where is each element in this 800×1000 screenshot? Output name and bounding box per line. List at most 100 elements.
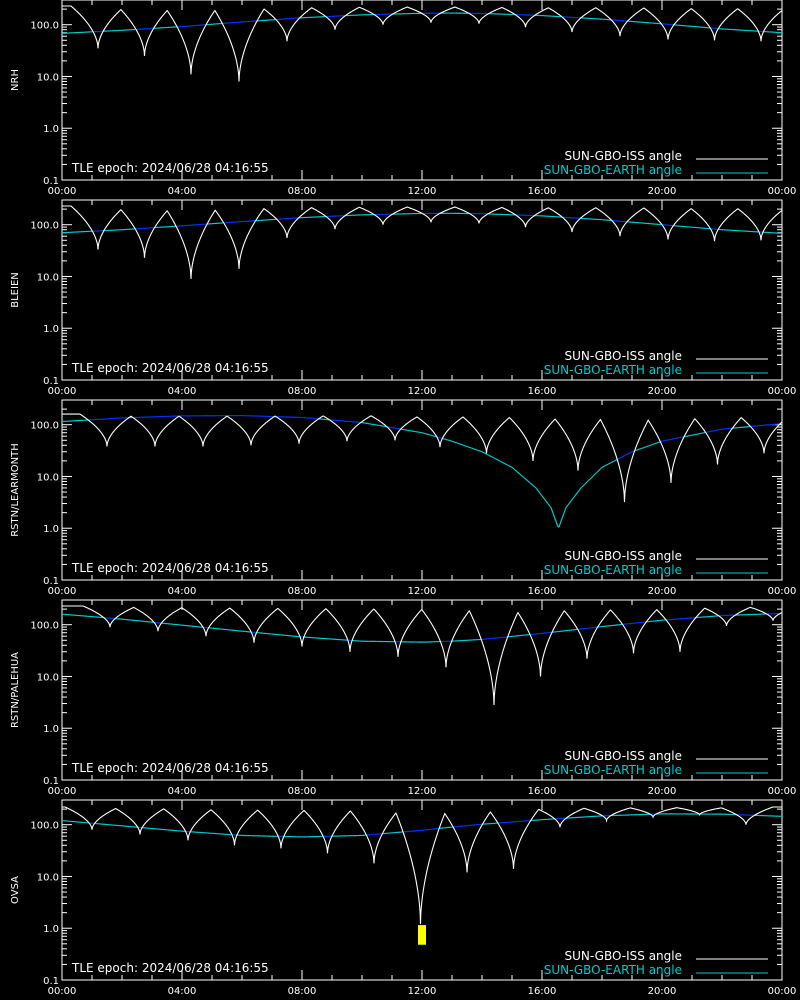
earth-angle-segment: [495, 458, 498, 461]
earth-angle-segment: [603, 465, 606, 467]
x-tick-label: 12:00: [408, 986, 437, 997]
station-label: NRH: [10, 69, 21, 91]
earth-angle-segment: [541, 495, 544, 498]
earth-angle-segment: [579, 487, 582, 490]
earth-angle-segment: [545, 500, 548, 503]
earth-angle-segment: [609, 462, 612, 464]
earth-angle-segment: [514, 469, 517, 472]
earth-angle-segment: [618, 457, 621, 460]
x-tick-label: 00:00: [48, 786, 77, 797]
x-tick-label: 08:00: [288, 786, 317, 797]
earth-angle-segment: [613, 460, 616, 462]
earth-angle-segment: [598, 468, 601, 471]
earth-angle-segment: [520, 474, 523, 477]
earth-angle-segment: [487, 454, 490, 456]
earth-angle-segment: [568, 502, 571, 505]
earth-angle-segment: [506, 464, 509, 466]
iss-angle-line: [62, 5, 782, 82]
earth-angle-segment: [619, 456, 622, 459]
earth-angle-segment: [560, 518, 563, 522]
earth-angle-segment: [573, 495, 576, 498]
x-tick-label: 04:00: [168, 586, 197, 597]
earth-angle-segment: [539, 492, 542, 495]
earth-angle-segment: [527, 480, 530, 483]
x-tick-label: 08:00: [288, 186, 317, 197]
earth-angle-segment: [566, 504, 569, 507]
earth-angle-segment: [614, 459, 617, 462]
x-tick-label: 00:00: [48, 386, 77, 397]
earth-angle-segment: [597, 469, 600, 472]
x-tick-label: 12:00: [408, 786, 437, 797]
earth-angle-segment: [502, 462, 505, 464]
earth-angle-segment: [500, 461, 503, 463]
y-tick-label: 1.0: [43, 324, 59, 335]
earth-angle-segment: [533, 485, 536, 488]
earth-angle-segment: [526, 479, 529, 482]
earth-angle-segment: [565, 505, 568, 508]
y-tick-label: 10.0: [37, 72, 59, 83]
plot-area: [62, 413, 782, 528]
station-label: OVSA: [10, 876, 21, 904]
earth-angle-segment: [544, 499, 547, 502]
x-tick-label: 16:00: [528, 786, 557, 797]
earth-angle-segment: [558, 523, 561, 528]
earth-angle-segment: [601, 466, 604, 468]
earth-angle-segment: [552, 512, 555, 517]
earth-angle-segment: [575, 492, 578, 495]
earth-angle-segment: [630, 451, 633, 453]
chart-panel-1: 0.1 1.0 10.0 100.0 00:00 04:00 08:00 12:00 16:00…: [10, 0, 796, 197]
x-tick-label: 04:00: [168, 186, 197, 197]
earth-angle-segment: [593, 473, 596, 476]
earth-angle-segment: [547, 503, 550, 506]
earth-angle-segment: [589, 477, 592, 480]
earth-angle-segment: [485, 453, 488, 455]
earth-angle-segment: [590, 476, 593, 479]
earth-angle-segment: [508, 465, 511, 467]
legend-earth-label: SUN-GBO-EARTH angle: [544, 763, 682, 777]
earth-angle-segment: [604, 464, 607, 467]
station-label: RSTN/PALEHUA: [10, 652, 21, 728]
y-tick-label: 0.1: [43, 976, 59, 987]
earth-angle-segment: [535, 487, 538, 490]
earth-angle-segment: [499, 460, 502, 463]
earth-angle-segment: [555, 521, 558, 525]
earth-angle-segment: [529, 482, 532, 485]
earth-angle-segment: [493, 457, 496, 460]
x-tick-label: 20:00: [648, 186, 677, 197]
iss-angle-line: [62, 605, 782, 706]
x-tick-label: 12:00: [408, 586, 437, 597]
earth-angle-segment: [550, 507, 553, 511]
x-tick-label: 00:00: [48, 586, 77, 597]
earth-angle-segment: [600, 466, 603, 469]
y-tick-label: 1.0: [43, 724, 59, 735]
legend-iss-label: SUN-GBO-ISS angle: [565, 749, 682, 763]
earth-angle-segment: [489, 455, 492, 457]
x-tick-label: 20:00: [648, 986, 677, 997]
earth-angle-segment: [596, 470, 599, 473]
epoch-text: TLE epoch: 2024/06/28 04:16:55: [71, 361, 269, 375]
earth-angle-segment: [542, 496, 545, 499]
earth-angle-segment: [528, 481, 531, 484]
earth-angle-segment: [488, 454, 491, 457]
earth-angle-segment: [540, 494, 543, 497]
chart-panel-3: 0.1 1.0 10.0 100.0 00:00 04:00 08:00 12:00 16:00…: [10, 399, 796, 597]
y-tick-label: 100.0: [30, 821, 59, 832]
x-tick-label: 16:00: [528, 186, 557, 197]
earth-angle-segment: [518, 472, 521, 475]
earth-angle-segment: [602, 465, 605, 468]
earth-angle-segment: [551, 510, 554, 514]
x-tick-label: 16:00: [528, 986, 557, 997]
earth-angle-segment: [629, 451, 632, 454]
plot-area: [62, 806, 782, 945]
y-tick-label: 10.0: [37, 872, 59, 883]
earth-angle-segment: [594, 472, 597, 475]
earth-angle-segment: [549, 505, 552, 508]
earth-angle-segment: [531, 484, 534, 486]
epoch-text: TLE epoch: 2024/06/28 04:16:55: [71, 161, 269, 175]
earth-angle-segment: [586, 480, 589, 483]
x-tick-label: 20:00: [648, 386, 677, 397]
legend-earth-label: SUN-GBO-EARTH angle: [544, 363, 682, 377]
y-tick-label: 100.0: [30, 21, 59, 32]
earth-angle-segment: [496, 459, 499, 461]
